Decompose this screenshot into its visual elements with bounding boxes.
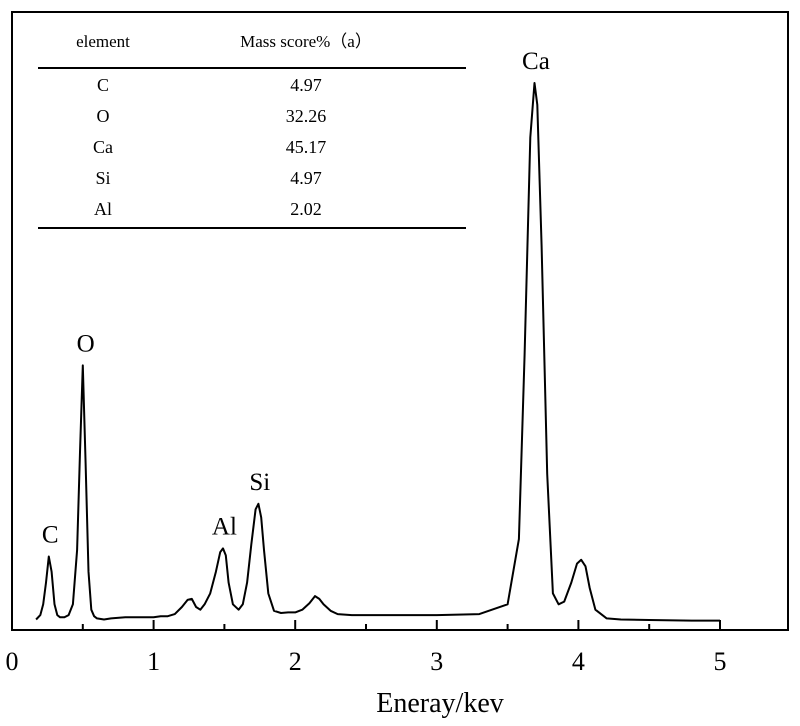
x-tick-label: 4 bbox=[572, 647, 585, 676]
element-table: element Mass score%（a） C 4.97 O 32.26 Ca 45.1… bbox=[38, 11, 466, 229]
peak-label-si: Si bbox=[249, 469, 270, 496]
x-tick-label: 0 bbox=[6, 647, 19, 676]
table-cell-mass-score: 4.97 bbox=[290, 75, 322, 95]
spectrum-line bbox=[35, 82, 720, 622]
x-axis-ticks bbox=[11, 620, 721, 630]
x-tick-label: 2 bbox=[289, 647, 302, 676]
peak-label-o: O bbox=[77, 330, 95, 357]
table-cell-element: C bbox=[97, 75, 109, 95]
x-axis-tick-labels: 0 1 2 3 4 5 bbox=[6, 647, 727, 676]
table-cell-mass-score: 2.02 bbox=[290, 199, 322, 219]
x-tick-label: 3 bbox=[430, 647, 443, 676]
table-cell-element: Si bbox=[95, 168, 110, 188]
peak-label-c: C bbox=[42, 521, 59, 548]
peak-label-ca: Ca bbox=[522, 48, 550, 75]
table-cell-element: Al bbox=[94, 199, 112, 219]
peak-label-al: Al bbox=[212, 513, 237, 540]
x-tick-label: 1 bbox=[147, 647, 160, 676]
table-header-mass-score: Mass score%（a） bbox=[240, 32, 372, 51]
x-tick-label: 5 bbox=[714, 647, 727, 676]
table-cell-element: O bbox=[97, 106, 110, 126]
table-cell-mass-score: 32.26 bbox=[286, 106, 327, 126]
table-cell-mass-score: 45.17 bbox=[286, 137, 327, 157]
table-cell-mass-score: 4.97 bbox=[290, 168, 322, 188]
table-header-element: element bbox=[76, 32, 130, 51]
plot-frame bbox=[11, 11, 789, 631]
table-cell-element: Ca bbox=[93, 137, 113, 157]
table-rows: C 4.97 O 32.26 Ca 45.17 Si 4.97 Al 2.02 bbox=[93, 75, 326, 219]
x-axis-title: Eneray/kev bbox=[376, 688, 504, 719]
